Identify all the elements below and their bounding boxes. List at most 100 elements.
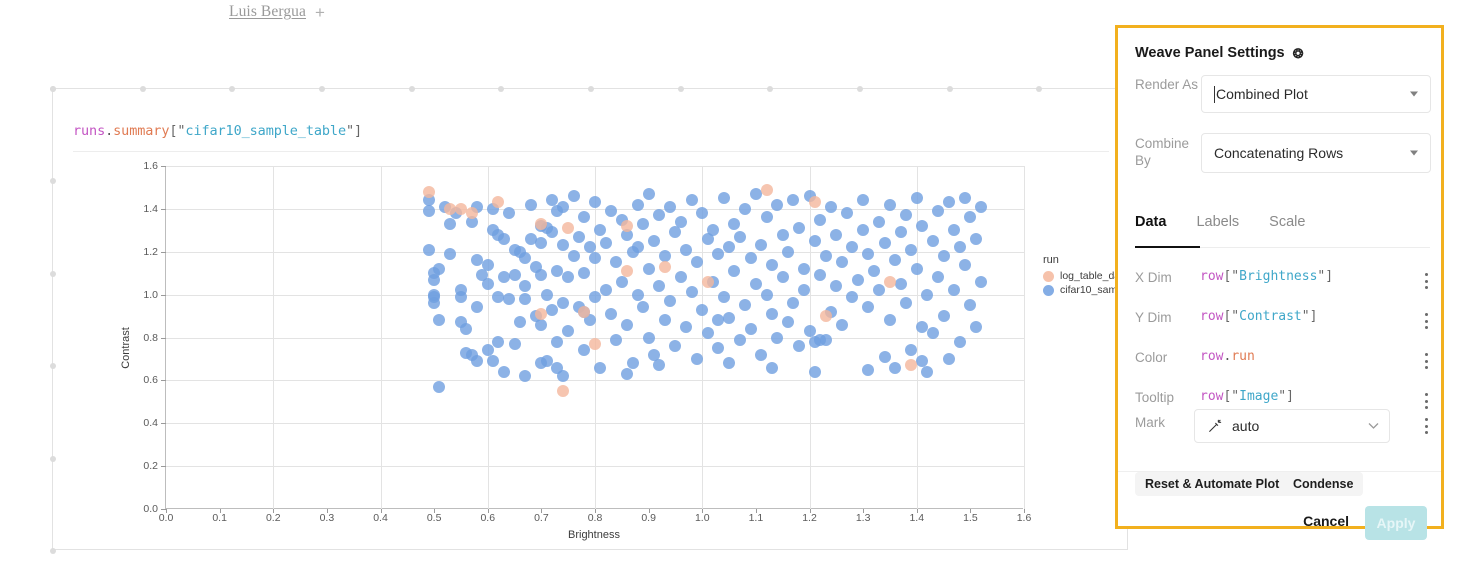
scatter-point[interactable] xyxy=(471,254,484,267)
mark-select[interactable]: auto xyxy=(1194,409,1390,443)
scatter-point[interactable] xyxy=(454,290,467,303)
scatter-point[interactable] xyxy=(669,226,682,239)
scatter-point[interactable] xyxy=(610,256,623,269)
resize-handle[interactable] xyxy=(677,86,684,92)
scatter-point[interactable] xyxy=(492,196,505,209)
scatter-point[interactable] xyxy=(776,228,789,241)
scatter-point[interactable] xyxy=(905,359,918,372)
scatter-point[interactable] xyxy=(524,198,537,211)
reset-automate-plot-button[interactable]: Reset & Automate Plot xyxy=(1135,472,1290,496)
scatter-point[interactable] xyxy=(969,232,982,245)
scatter-point[interactable] xyxy=(492,335,505,348)
scatter-point[interactable] xyxy=(669,340,682,353)
scatter-point[interactable] xyxy=(422,185,435,198)
scatter-point[interactable] xyxy=(626,357,639,370)
scatter-point[interactable] xyxy=(905,344,918,357)
scatter-point[interactable] xyxy=(744,252,757,265)
scatter-point[interactable] xyxy=(589,196,601,209)
scatter-point[interactable] xyxy=(481,258,494,271)
render-as-select[interactable]: Combined Plot xyxy=(1201,75,1431,113)
scatter-point[interactable] xyxy=(658,250,671,263)
scatter-point[interactable] xyxy=(433,314,446,327)
scatter-point[interactable] xyxy=(771,198,784,211)
tab-data[interactable]: Data xyxy=(1135,214,1167,230)
scatter-point[interactable] xyxy=(942,352,955,365)
scatter-point[interactable] xyxy=(583,241,596,254)
scatter-point[interactable] xyxy=(862,247,875,260)
scatter-point[interactable] xyxy=(567,250,580,263)
scatter-point[interactable] xyxy=(798,284,811,297)
scatter-point[interactable] xyxy=(567,190,580,202)
scatter-point[interactable] xyxy=(556,297,569,310)
scatter-point[interactable] xyxy=(497,271,510,284)
scatter-point[interactable] xyxy=(883,314,896,327)
scatter-point[interactable] xyxy=(642,262,655,275)
scatter-point[interactable] xyxy=(857,194,870,207)
resize-handle[interactable] xyxy=(588,86,594,92)
scatter-point[interactable] xyxy=(519,280,532,293)
scatter-point[interactable] xyxy=(647,235,660,248)
scatter-point[interactable] xyxy=(696,303,709,316)
scatter-point[interactable] xyxy=(605,205,618,218)
field-options-menu[interactable] xyxy=(1424,353,1428,369)
scatter-point[interactable] xyxy=(749,187,762,200)
scatter-point[interactable] xyxy=(862,301,875,314)
scatter-point[interactable] xyxy=(964,299,977,312)
scatter-point[interactable] xyxy=(921,288,934,301)
scatter-point[interactable] xyxy=(900,297,913,310)
scatter-point[interactable] xyxy=(808,235,821,248)
scatter-point[interactable] xyxy=(562,222,575,235)
scatter-point[interactable] xyxy=(664,200,677,213)
resize-handle[interactable] xyxy=(139,86,146,92)
resize-handle[interactable] xyxy=(50,548,56,554)
scatter-point[interactable] xyxy=(830,228,843,241)
scatter-point[interactable] xyxy=(562,325,575,338)
scatter-point[interactable] xyxy=(653,280,666,293)
scatter-point[interactable] xyxy=(883,198,896,211)
scatter-point[interactable] xyxy=(481,277,494,290)
scatter-point[interactable] xyxy=(760,288,773,301)
scatter-point[interactable] xyxy=(653,209,666,222)
scatter-point[interactable] xyxy=(433,262,446,275)
scatter-point[interactable] xyxy=(894,277,907,290)
scatter-point[interactable] xyxy=(819,310,832,323)
scatter-point[interactable] xyxy=(959,258,971,271)
scatter-point[interactable] xyxy=(835,256,848,269)
scatter-point[interactable] xyxy=(926,327,939,340)
resize-handle[interactable] xyxy=(50,363,56,370)
tab-scale[interactable]: Scale xyxy=(1269,214,1306,230)
scatter-point[interactable] xyxy=(728,217,741,230)
scatter-point[interactable] xyxy=(524,232,537,245)
scatter-point[interactable] xyxy=(975,275,988,288)
scatter-point[interactable] xyxy=(701,327,714,340)
scatter-point[interactable] xyxy=(900,209,913,222)
scatter-point[interactable] xyxy=(937,250,950,263)
scatter-point[interactable] xyxy=(605,307,618,320)
resize-handle[interactable] xyxy=(767,86,774,92)
scatter-point[interactable] xyxy=(717,290,730,303)
scatter-point[interactable] xyxy=(487,355,500,368)
scatter-point[interactable] xyxy=(621,220,634,233)
scatter-point[interactable] xyxy=(798,262,811,275)
scatter-point[interactable] xyxy=(428,273,441,286)
tab-labels[interactable]: Labels xyxy=(1196,214,1240,230)
scatter-point[interactable] xyxy=(578,211,591,224)
scatter-point[interactable] xyxy=(889,361,902,374)
scatter-point[interactable] xyxy=(819,250,832,263)
scatter-point[interactable] xyxy=(599,284,612,297)
add-icon[interactable]: + xyxy=(315,2,325,22)
scatter-point[interactable] xyxy=(814,213,827,226)
scatter-point[interactable] xyxy=(465,207,478,220)
scatter-point[interactable] xyxy=(621,318,634,331)
scatter-point[interactable] xyxy=(621,265,634,278)
scatter-point[interactable] xyxy=(508,269,521,282)
field-expression[interactable]: row.run xyxy=(1200,349,1255,364)
scatter-point[interactable] xyxy=(680,243,693,256)
scatter-point[interactable] xyxy=(712,342,725,355)
scatter-point[interactable] xyxy=(959,192,971,205)
cancel-button[interactable]: Cancel xyxy=(1303,513,1349,529)
scatter-point[interactable] xyxy=(444,217,457,230)
scatter-point[interactable] xyxy=(846,241,859,254)
scatter-point[interactable] xyxy=(910,262,923,275)
combine-by-select[interactable]: Concatenating Rows xyxy=(1201,133,1431,173)
